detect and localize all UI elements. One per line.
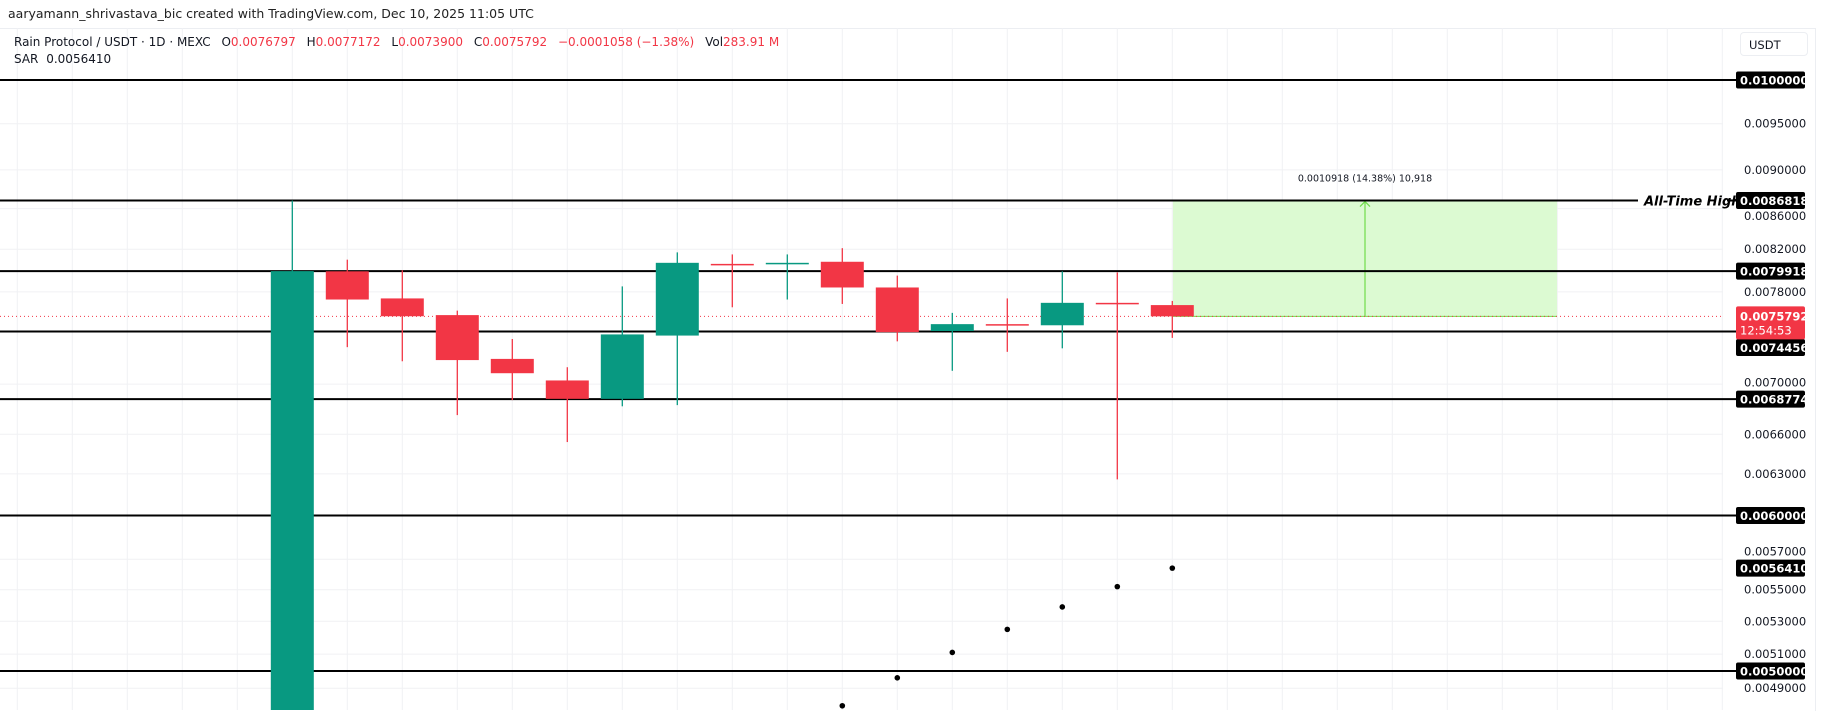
price-axis-tick: 0.0055000 <box>1744 583 1806 597</box>
candle-down <box>875 287 919 333</box>
close-label: C <box>473 35 483 49</box>
sar-dot <box>1169 565 1176 571</box>
last-price-label: 0.0075792 <box>1740 309 1808 323</box>
level-price-label: 0.0060000 <box>1740 509 1808 523</box>
level-price-label-box <box>1736 192 1805 210</box>
level-price-label: 0.0079918 <box>1740 265 1808 279</box>
change-value: −0.0001058 (−1.38%) <box>557 35 695 49</box>
price-axis-tick: 0.0063000 <box>1744 467 1806 481</box>
level-price-label-box <box>1736 71 1805 89</box>
price-axis-tick: 0.0078000 <box>1744 285 1806 299</box>
volume-value: 283.91 M <box>723 35 780 49</box>
level-price-label: 0.0074456 <box>1740 341 1808 355</box>
candle-down <box>545 380 589 399</box>
open-label: O <box>221 35 231 49</box>
price-axis-tick: 0.0057000 <box>1744 545 1806 559</box>
sar-price-label: 0.0056410 <box>1740 562 1808 576</box>
sar-dot <box>1059 604 1066 610</box>
countdown-label: 12:54:53 <box>1740 323 1792 337</box>
price-axis-tick: 0.0070000 <box>1744 376 1806 390</box>
close-value: 0.0075792 <box>482 35 548 49</box>
candle-down <box>380 298 424 317</box>
level-price-label-box <box>1736 662 1805 680</box>
level-price-label: 0.0068774 <box>1740 393 1808 407</box>
price-axis-tick: 0.0049000 <box>1744 681 1806 695</box>
open-value: 0.0076797 <box>230 35 296 49</box>
candle-down <box>985 324 1029 326</box>
candle-down <box>1095 302 1139 305</box>
candle-down <box>820 261 864 288</box>
currency-button[interactable]: USDT <box>1740 32 1808 56</box>
level-price-label: 0.0086818 <box>1740 194 1808 208</box>
chart-frame <box>0 28 1816 711</box>
level-price-label-box <box>1736 262 1805 280</box>
volume-label: Vol <box>705 35 724 49</box>
price-axis-tick: 0.0095000 <box>1744 117 1806 131</box>
candle-up <box>270 271 314 710</box>
sar-dot <box>949 649 956 656</box>
sar-dot <box>894 675 901 681</box>
candle-up <box>1040 302 1084 326</box>
symbol-title[interactable]: Rain Protocol / USDT · 1D · MEXC <box>14 35 211 49</box>
all-time-high-label: All-Time High <box>1643 195 1741 210</box>
price-axis-tick: 0.0066000 <box>1744 427 1806 441</box>
symbol-legend: Rain Protocol / USDT · 1D · MEXC O0.0076… <box>14 34 779 68</box>
candle-down <box>490 358 534 374</box>
candle-up <box>600 334 644 399</box>
level-price-label: 0.0050000 <box>1740 664 1808 678</box>
price-axis-tick: 0.0082000 <box>1744 242 1806 256</box>
sar-dot <box>1004 626 1011 633</box>
sar-value: 0.0056410 <box>46 52 112 66</box>
candle-down <box>325 271 369 300</box>
level-price-label-box <box>1736 390 1805 408</box>
sar-dot <box>1114 583 1121 590</box>
sar-price-label-box <box>1736 559 1805 577</box>
high-value: 0.0077172 <box>315 35 381 49</box>
high-label: H <box>306 35 316 49</box>
price-axis-tick: 0.0090000 <box>1744 163 1806 177</box>
candle-up <box>655 262 699 336</box>
sar-label[interactable]: SAR <box>14 52 39 66</box>
candle-up <box>765 262 809 265</box>
candle-up <box>930 324 974 331</box>
low-value: 0.0073900 <box>398 35 463 49</box>
last-price-label-box <box>1736 306 1805 340</box>
price-axis-tick: 0.0051000 <box>1744 647 1806 661</box>
level-price-label-box <box>1736 338 1805 356</box>
candle-down <box>435 315 479 361</box>
sar-dot <box>839 702 846 709</box>
level-price-label-box <box>1736 507 1805 525</box>
measure-label: 0.0010918 (14.38%) 10,918 <box>1298 174 1432 185</box>
candle-down <box>710 263 754 266</box>
price-axis-tick: 0.0086000 <box>1744 209 1806 223</box>
low-label: L <box>391 35 399 49</box>
candle-down <box>1150 305 1194 317</box>
chart-credit: aaryamann_shrivastava_bic created with T… <box>8 6 534 21</box>
level-price-label: 0.0100000 <box>1740 74 1808 88</box>
price-axis-tick: 0.0053000 <box>1744 614 1806 628</box>
